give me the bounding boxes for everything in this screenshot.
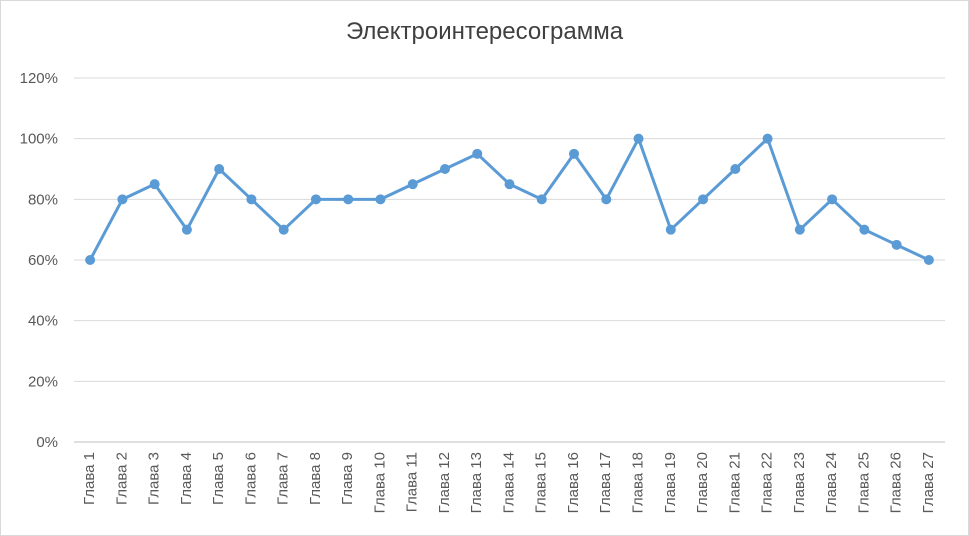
- data-point: [569, 148, 580, 159]
- x-tick-label: Глава 1: [81, 452, 98, 505]
- data-point: [407, 179, 418, 190]
- data-point: [310, 194, 321, 205]
- data-point: [891, 239, 902, 250]
- x-tick-label: Глава 19: [662, 452, 679, 513]
- data-point: [794, 224, 805, 235]
- x-tick-label: Глава 8: [307, 452, 324, 505]
- y-tick-label: 0%: [36, 434, 58, 451]
- data-point: [246, 194, 257, 205]
- x-tick-label: Глава 12: [436, 452, 453, 513]
- data-point: [117, 194, 128, 205]
- x-tick-label: Глава 18: [630, 452, 647, 513]
- x-tick-label: Глава 26: [888, 452, 905, 513]
- x-tick-label: Глава 20: [694, 452, 711, 513]
- data-point: [472, 148, 483, 159]
- data-point: [504, 179, 515, 190]
- data-point: [149, 179, 160, 190]
- x-tick-label: Глава 11: [404, 452, 421, 512]
- x-tick-label: Глава 4: [178, 452, 195, 505]
- y-tick-label: 20%: [28, 373, 58, 390]
- y-tick-label: 100%: [20, 131, 58, 148]
- x-tick-label: Глава 3: [146, 452, 163, 505]
- y-axis-ticks: 0% 20% 40% 60% 80% 100% 120%: [20, 70, 58, 451]
- chart-title: Электроинтересограмма: [345, 18, 624, 45]
- x-tick-label: Глава 24: [823, 452, 840, 513]
- gridlines: [74, 77, 945, 443]
- x-tick-label: Глава 7: [275, 452, 292, 505]
- x-tick-label: Глава 15: [533, 452, 550, 513]
- x-tick-label: Глава 22: [759, 452, 776, 513]
- x-tick-label: Глава 14: [500, 452, 517, 513]
- y-tick-label: 40%: [28, 313, 58, 330]
- data-point: [536, 194, 547, 205]
- data-point: [439, 164, 450, 174]
- y-tick-label: 60%: [28, 252, 58, 269]
- x-tick-label: Глава 9: [339, 452, 356, 505]
- data-point: [859, 224, 870, 235]
- data-point: [730, 164, 741, 174]
- x-tick-label: Глава 6: [242, 452, 259, 505]
- data-point: [181, 224, 192, 235]
- x-tick-label: Глава 2: [113, 452, 130, 505]
- x-axis-ticks: Глава 1 Глава 2 Глава 3 Глава 4 Глава 5 Глава…: [81, 452, 937, 513]
- data-point: [214, 164, 225, 174]
- x-tick-label: Глава 5: [210, 452, 227, 505]
- data-point: [633, 133, 644, 144]
- data-point: [665, 224, 676, 235]
- x-tick-label: Глава 13: [468, 452, 485, 513]
- x-tick-label: Глава 21: [726, 452, 743, 513]
- data-point: [923, 255, 934, 265]
- data-point: [375, 194, 386, 205]
- x-tick-label: Глава 27: [920, 452, 937, 513]
- x-tick-label: Глава 25: [855, 452, 872, 513]
- data-point: [762, 133, 773, 144]
- series-group: [85, 133, 934, 265]
- y-tick-label: 80%: [28, 191, 58, 208]
- x-tick-label: Глава 17: [597, 452, 614, 513]
- x-tick-label: Глава 23: [791, 452, 808, 513]
- data-point: [278, 224, 289, 235]
- data-point: [601, 194, 612, 205]
- data-point: [85, 255, 96, 265]
- data-point: [343, 194, 354, 205]
- data-point: [698, 194, 709, 205]
- data-point: [827, 194, 838, 205]
- y-tick-label: 120%: [20, 70, 58, 87]
- x-tick-label: Глава 10: [371, 452, 388, 513]
- x-tick-label: Глава 16: [565, 452, 582, 513]
